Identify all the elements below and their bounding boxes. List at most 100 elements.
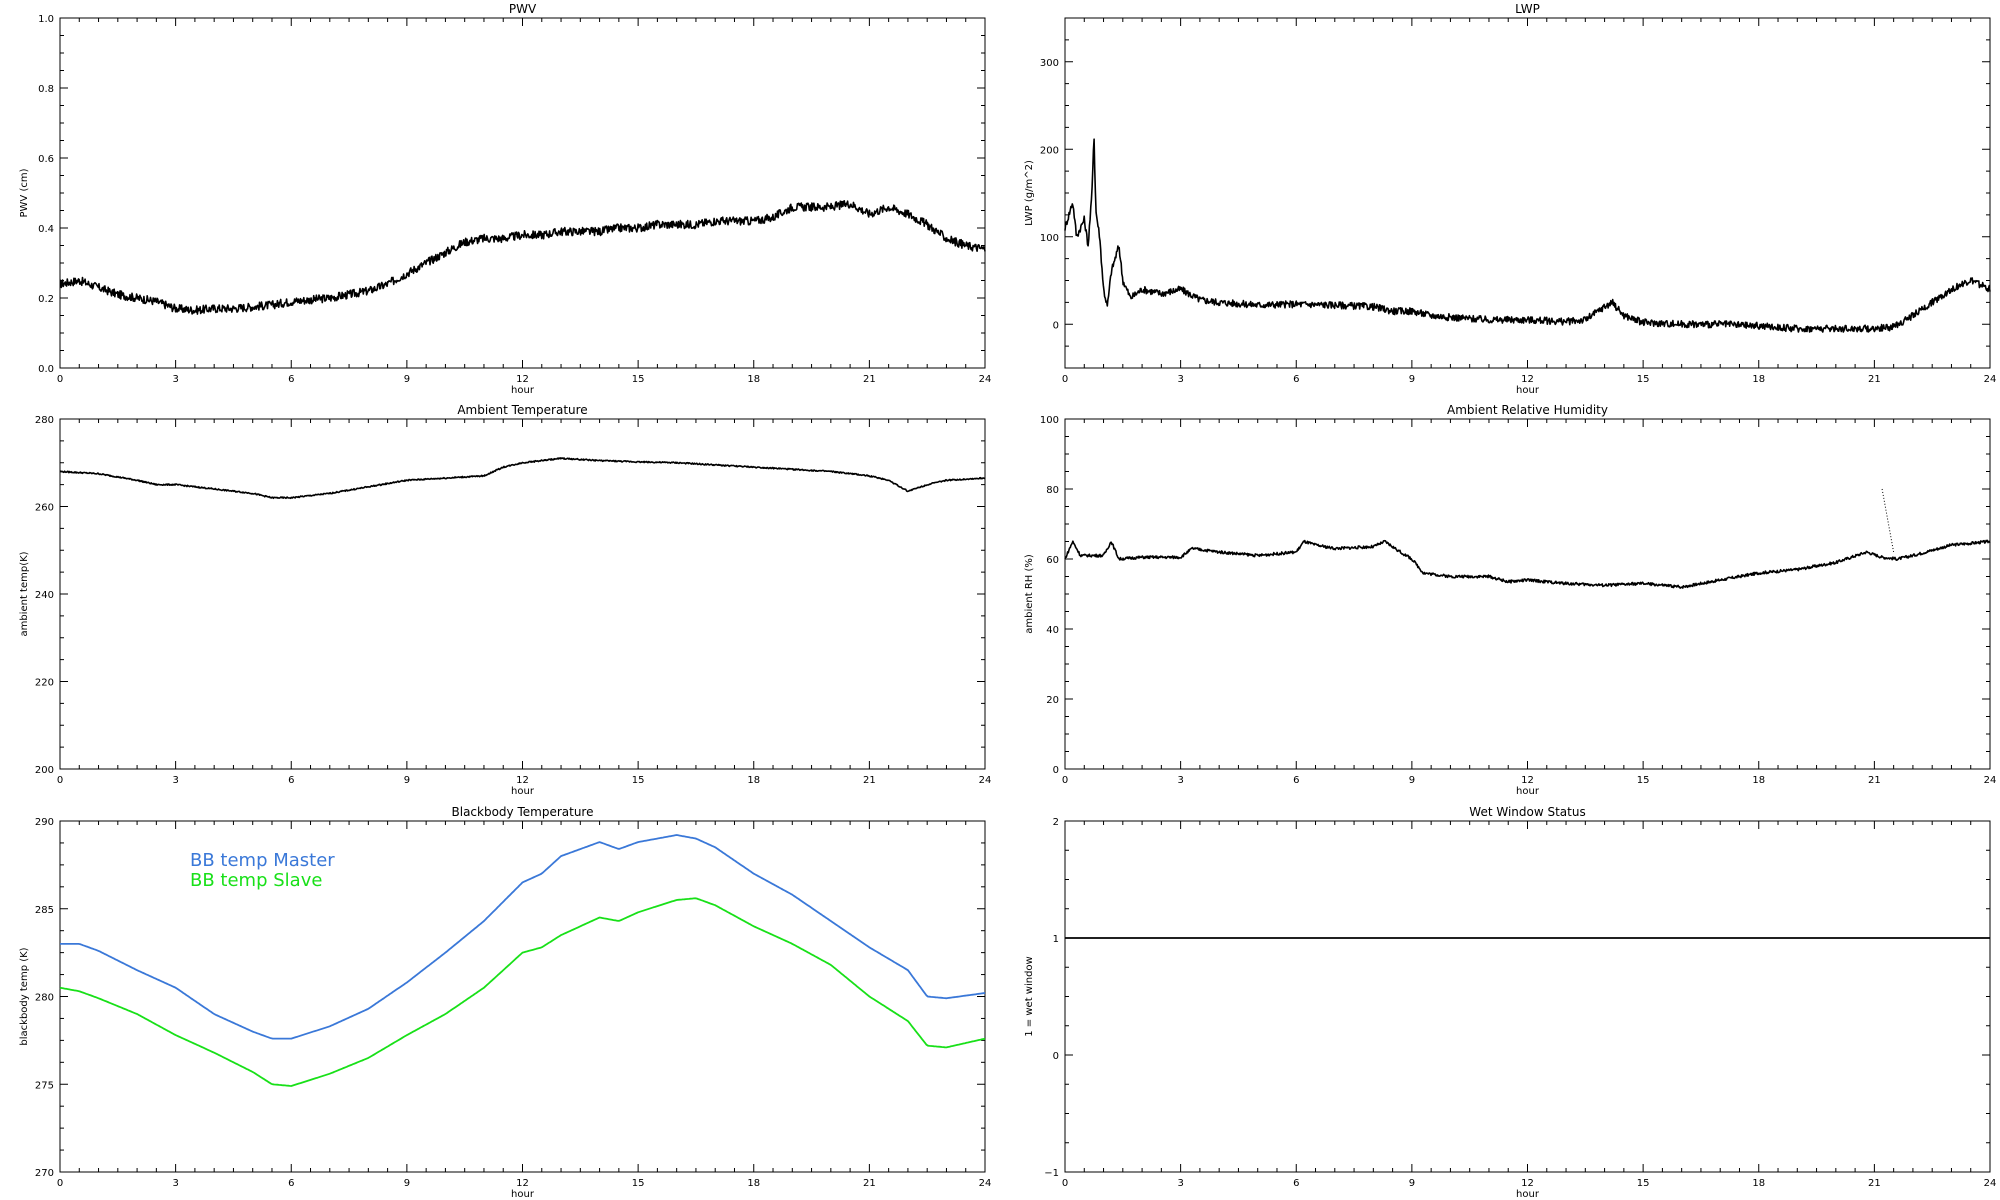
y-axis-label: ambient RH (%) xyxy=(1024,554,1035,634)
x-axis-label: hour xyxy=(1516,786,1540,797)
series-line xyxy=(59,200,986,315)
plot-frame xyxy=(1064,820,1991,1173)
x-tick-label: 3 xyxy=(1177,1178,1183,1189)
x-axis-label: hour xyxy=(1516,385,1540,396)
x-tick-label: 24 xyxy=(1984,374,1997,385)
plot-frame xyxy=(1064,17,1991,369)
x-tick-label: 18 xyxy=(1752,1178,1765,1189)
x-tick-label: 3 xyxy=(1177,775,1183,786)
series-line xyxy=(59,457,986,500)
series-line xyxy=(1064,539,1991,589)
x-tick-label: 3 xyxy=(172,1178,178,1189)
y-tick-label: 300 xyxy=(1040,58,1059,69)
x-tick-label: 9 xyxy=(1409,1178,1415,1189)
x-tick-label: 9 xyxy=(404,1178,410,1189)
x-tick-label: 21 xyxy=(1868,775,1881,786)
panel-title: PWV xyxy=(509,2,537,16)
x-tick-label: 6 xyxy=(288,374,294,385)
y-tick-label: 0 xyxy=(1053,1051,1059,1062)
y-tick-label: 200 xyxy=(35,765,54,776)
series-line-bb-temp-slave xyxy=(59,897,986,1087)
x-tick-label: 6 xyxy=(288,775,294,786)
y-tick-label: 240 xyxy=(35,590,54,601)
x-tick-label: 12 xyxy=(516,1178,529,1189)
x-tick-label: 0 xyxy=(57,775,63,786)
panel-title: Wet Window Status xyxy=(1469,805,1585,819)
y-axis-label: PWV (cm) xyxy=(19,168,30,217)
x-tick-label: 18 xyxy=(1752,374,1765,385)
y-tick-label: 280 xyxy=(35,993,54,1004)
y-tick-label: 80 xyxy=(1046,485,1059,496)
y-tick-label: 0.8 xyxy=(38,84,54,95)
x-tick-label: 24 xyxy=(1984,775,1997,786)
x-tick-label: 3 xyxy=(1177,374,1183,385)
x-tick-label: 24 xyxy=(979,374,992,385)
y-axis-label: LWP (g/m^2) xyxy=(1024,160,1035,226)
panel-title: Ambient Temperature xyxy=(457,403,587,417)
x-tick-label: 9 xyxy=(1409,374,1415,385)
x-tick-label: 15 xyxy=(1637,1178,1650,1189)
y-tick-label: 40 xyxy=(1046,625,1059,636)
x-tick-label: 21 xyxy=(1868,374,1881,385)
y-tick-label: 0.6 xyxy=(38,154,54,165)
plot-frame xyxy=(1064,418,1991,770)
panel-blackbody-temperature: Blackbody Temperature 0 3 6 9 12 15 18 21 24 hour 2… xyxy=(19,805,991,1200)
y-tick-label: 0 xyxy=(1053,765,1059,776)
y-tick-label: 290 xyxy=(35,817,54,828)
series-spike xyxy=(1881,488,1895,553)
x-tick-label: 21 xyxy=(863,775,876,786)
y-tick-label: 2 xyxy=(1053,817,1059,828)
x-tick-label: 6 xyxy=(1293,1178,1299,1189)
y-tick-label: 20 xyxy=(1046,695,1059,706)
x-tick-label: 12 xyxy=(1521,1178,1534,1189)
series-line-bb-temp-master xyxy=(60,834,986,1040)
y-tick-label: 285 xyxy=(35,905,54,916)
x-tick-label: 0 xyxy=(1062,775,1068,786)
y-tick-label: 260 xyxy=(35,503,54,514)
x-tick-label: 24 xyxy=(979,1178,992,1189)
y-axis-label: 1 = wet window xyxy=(1024,956,1035,1036)
x-axis-label: hour xyxy=(511,786,535,797)
y-tick-label: 270 xyxy=(35,1168,54,1179)
panel-title: LWP xyxy=(1515,2,1540,16)
x-tick-label: 12 xyxy=(1521,374,1534,385)
y-tick-label: 100 xyxy=(1040,415,1059,426)
x-axis-label: hour xyxy=(511,1189,535,1200)
x-tick-label: 15 xyxy=(1637,374,1650,385)
x-tick-label: 0 xyxy=(1062,374,1068,385)
y-tick-label: 100 xyxy=(1040,233,1059,244)
y-tick-label: 220 xyxy=(35,678,54,689)
x-tick-label: 9 xyxy=(404,775,410,786)
x-axis-label: hour xyxy=(1516,1189,1540,1200)
panel-ambient-relative-humidity: Ambient Relative Humidity 0 3 6 9 12 15 18 21 24 h… xyxy=(1024,403,1996,797)
x-tick-label: 21 xyxy=(1868,1178,1881,1189)
legend-entry: BB temp Master xyxy=(190,850,335,871)
y-axis-label: ambient temp(K) xyxy=(19,551,30,636)
x-tick-label: 21 xyxy=(863,374,876,385)
x-tick-label: 15 xyxy=(632,374,645,385)
panel-lwp: LWP 0 3 6 9 12 15 18 21 24 hour 0 100 200 300 LWP (g/m^… xyxy=(1024,2,1996,396)
legend-entry: BB temp Slave xyxy=(190,870,322,891)
y-tick-label: 280 xyxy=(35,415,54,426)
x-tick-label: 6 xyxy=(288,1178,294,1189)
y-tick-label: 275 xyxy=(35,1080,54,1091)
x-tick-label: 15 xyxy=(632,775,645,786)
x-tick-label: 18 xyxy=(747,775,760,786)
x-tick-label: 18 xyxy=(747,1178,760,1189)
x-tick-label: 12 xyxy=(516,374,529,385)
x-tick-label: 24 xyxy=(979,775,992,786)
y-tick-label: 0.2 xyxy=(38,294,54,305)
x-tick-label: 18 xyxy=(1752,775,1765,786)
panel-title: Blackbody Temperature xyxy=(452,805,594,819)
y-tick-label: −1 xyxy=(1044,1168,1059,1179)
x-tick-label: 3 xyxy=(172,775,178,786)
x-tick-label: 6 xyxy=(1293,775,1299,786)
x-axis-label: hour xyxy=(511,385,535,396)
x-tick-label: 9 xyxy=(1409,775,1415,786)
x-tick-label: 0 xyxy=(57,374,63,385)
x-tick-label: 0 xyxy=(57,1178,63,1189)
x-tick-label: 12 xyxy=(516,775,529,786)
y-tick-label: 0 xyxy=(1053,320,1059,331)
